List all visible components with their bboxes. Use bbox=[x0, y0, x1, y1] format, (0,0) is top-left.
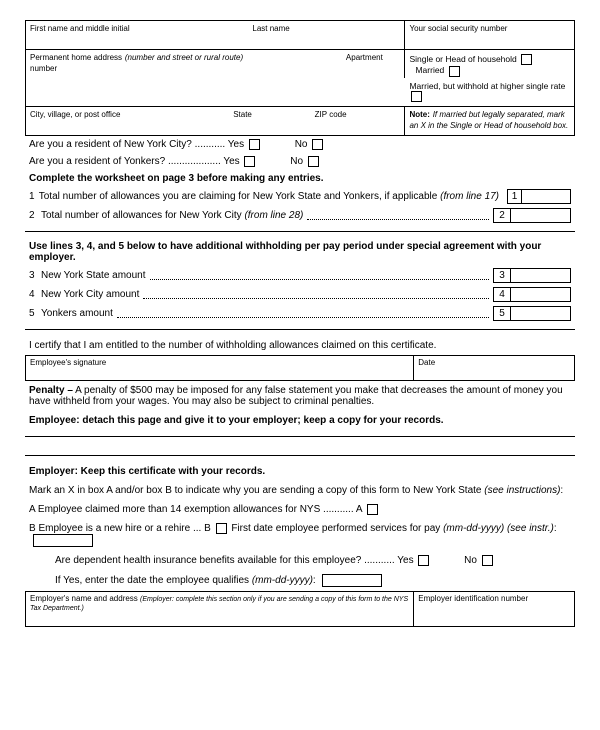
box-b-checkbox[interactable] bbox=[216, 523, 227, 534]
married-label: Married bbox=[415, 65, 444, 75]
single-checkbox[interactable] bbox=[521, 54, 532, 65]
if-yes-line: If Yes, enter the date the employee qual… bbox=[25, 570, 575, 591]
ein-label[interactable]: Employer identification number bbox=[414, 592, 574, 626]
nyc-no-checkbox[interactable] bbox=[312, 139, 323, 150]
employer-mark: Mark an X in box A and/or box B to indic… bbox=[25, 481, 575, 500]
ssn-label: Your social security number bbox=[409, 24, 507, 33]
signature-row: Employee's signature Date bbox=[25, 355, 575, 381]
married-higher-label: Married, but withhold at higher single r… bbox=[409, 81, 565, 91]
last-name-label: Last name bbox=[252, 24, 289, 33]
instruction-345: Use lines 3, 4, and 5 below to have addi… bbox=[25, 238, 575, 266]
state-label: State bbox=[233, 110, 252, 119]
employee-signature-label[interactable]: Employee's signature bbox=[26, 356, 414, 380]
line-2-input[interactable] bbox=[511, 208, 571, 223]
employer-keep: Employer: Keep this certificate with you… bbox=[25, 462, 575, 481]
line-a: A Employee claimed more than 14 exemptio… bbox=[25, 500, 575, 519]
married-checkbox[interactable] bbox=[449, 66, 460, 77]
line-b: B Employee is a new hire or a rehire ...… bbox=[25, 519, 575, 551]
note-label: Note: bbox=[409, 110, 429, 119]
nyc-yes-checkbox[interactable] bbox=[249, 139, 260, 150]
first-name-label: First name and middle initial bbox=[30, 24, 130, 33]
note-text: If married but legally separated, mark a… bbox=[409, 110, 568, 130]
certify-text: I certify that I am entitled to the numb… bbox=[25, 336, 575, 355]
line-5-input[interactable] bbox=[511, 306, 571, 321]
line-2-num: 2 bbox=[493, 208, 511, 223]
line-1-input[interactable] bbox=[522, 189, 571, 204]
penalty-text: Penalty – A penalty of $500 may be impos… bbox=[25, 381, 575, 411]
yonkers-resident-question: Are you a resident of Yonkers? .........… bbox=[25, 153, 575, 170]
qualify-date-input[interactable] bbox=[322, 574, 382, 587]
dep-yes-checkbox[interactable] bbox=[418, 555, 429, 566]
married-higher-checkbox[interactable] bbox=[411, 91, 422, 102]
line-4-input[interactable] bbox=[511, 287, 571, 302]
line-2: 2 Total number of allowances for New Yor… bbox=[25, 206, 575, 225]
box-a-checkbox[interactable] bbox=[367, 504, 378, 515]
line-3-input[interactable] bbox=[511, 268, 571, 283]
address-label: Permanent home address bbox=[30, 53, 122, 62]
line-3: 3 New York State amount 3 bbox=[25, 266, 575, 285]
signature-date-label[interactable]: Date bbox=[414, 356, 574, 380]
address-hint: (number and street or rural route) bbox=[125, 53, 243, 62]
yonkers-yes-checkbox[interactable] bbox=[244, 156, 255, 167]
city-label: City, village, or post office bbox=[30, 110, 120, 119]
nyc-resident-question: Are you a resident of New York City? ...… bbox=[25, 136, 575, 153]
line-5: 5 Yonkers amount 5 bbox=[25, 304, 575, 323]
line-4: 4 New York City amount 4 bbox=[25, 285, 575, 304]
detach-instruction: Employee: detach this page and give it t… bbox=[25, 411, 575, 430]
dep-no-checkbox[interactable] bbox=[482, 555, 493, 566]
dependent-question: Are dependent health insurance benefits … bbox=[25, 551, 575, 570]
first-date-input[interactable] bbox=[33, 534, 93, 547]
employer-name-addr-label: Employer's name and address bbox=[30, 594, 138, 603]
yonkers-no-checkbox[interactable] bbox=[308, 156, 319, 167]
identification-box: First name and middle initial Last name … bbox=[25, 20, 575, 136]
line-1: 1 Total number of allowances you are cla… bbox=[25, 187, 575, 206]
single-label: Single or Head of household bbox=[409, 54, 516, 64]
employer-box: Employer's name and address (Employer: c… bbox=[25, 591, 575, 627]
zip-label: ZIP code bbox=[315, 110, 347, 119]
worksheet-instruction: Complete the worksheet on page 3 before … bbox=[25, 170, 575, 187]
line-1-num: 1 bbox=[507, 189, 522, 204]
